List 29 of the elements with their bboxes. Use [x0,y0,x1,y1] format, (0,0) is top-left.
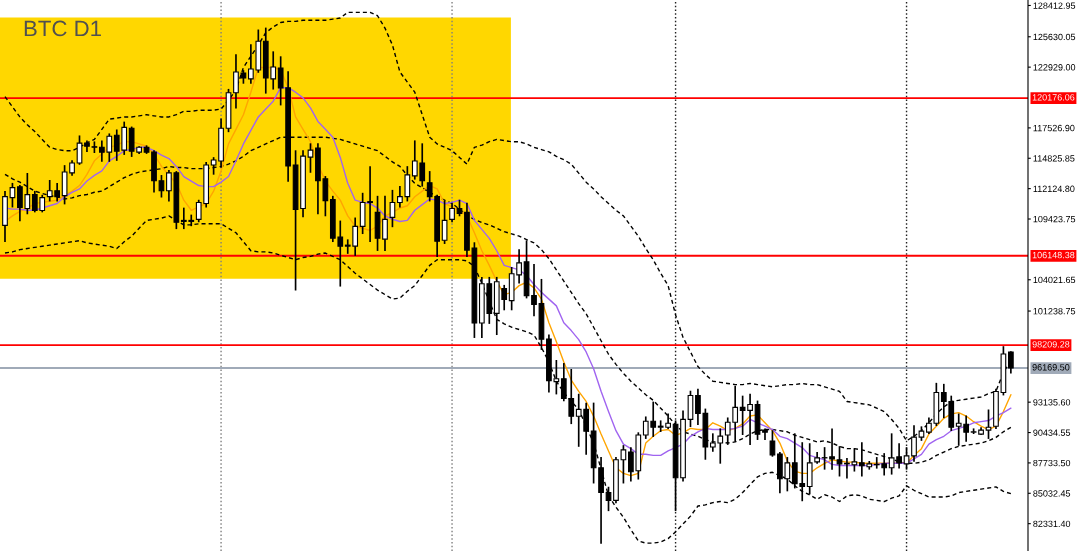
candlestick [382,195,388,251]
y-tick-label: 104021.65 [1033,276,1076,284]
y-tick-label: 122929.00 [1033,64,1076,71]
y-tick-label: 125630.05 [1033,33,1076,41]
y-tick-label: 93135.60 [1033,399,1071,406]
candlestick [307,143,314,173]
y-tick-label: 109423.75 [1033,215,1076,223]
ref-line-label: 96169.50 [1032,364,1070,371]
candlestick [441,200,448,244]
y-tick-label: 90434.55 [1033,429,1071,436]
y-tick-label: 85032.45 [1033,490,1071,497]
y-tick-label: 112124.80 [1033,185,1075,192]
text: BTC D1 [24,20,101,37]
candlestick [389,189,396,228]
candlestick [76,135,83,165]
y-tick-label: 128412.95 [1033,2,1076,9]
y-tick-label: 87733.50 [1033,459,1071,467]
y-tick-label: 82331.40 [1033,520,1071,528]
ref-line-label: 120176.06 [1032,94,1075,101]
y-tick-label: 117526.90 [1033,124,1075,132]
y-tick-label: 101238.75 [1033,308,1076,315]
ref-line-label: 98209.28 [1032,341,1070,348]
y-tick-label: 114825.85 [1033,155,1075,162]
candlestick [769,430,776,457]
candlestick [806,443,813,495]
candlestick [762,428,768,440]
ref-line-label: 106148.38 [1032,251,1075,259]
candlestick [605,486,612,512]
candlestick [985,409,992,439]
